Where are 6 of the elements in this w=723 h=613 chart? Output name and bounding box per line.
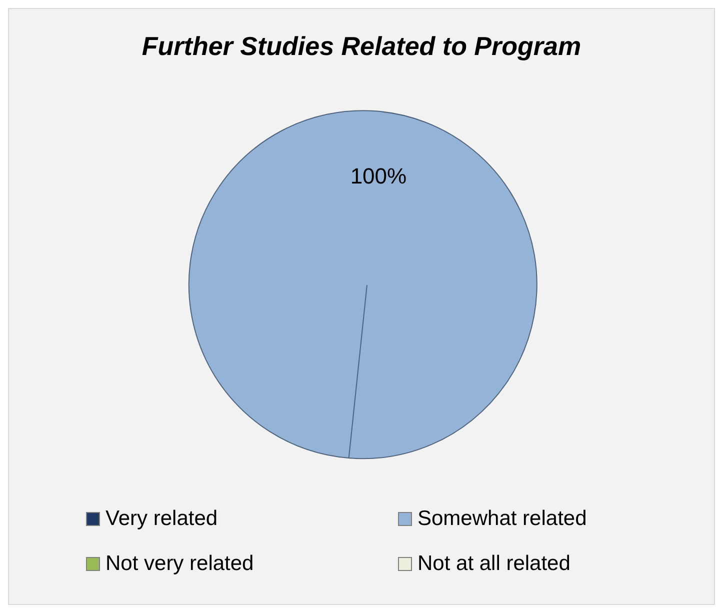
chart-title: Further Studies Related to Program [140, 31, 582, 63]
legend-label: Very related [106, 507, 218, 531]
legend-label: Not at all related [418, 552, 570, 576]
data-label: 100% [350, 163, 407, 188]
legend-label: Somewhat related [418, 507, 587, 531]
legend-label: Not very related [106, 552, 254, 576]
